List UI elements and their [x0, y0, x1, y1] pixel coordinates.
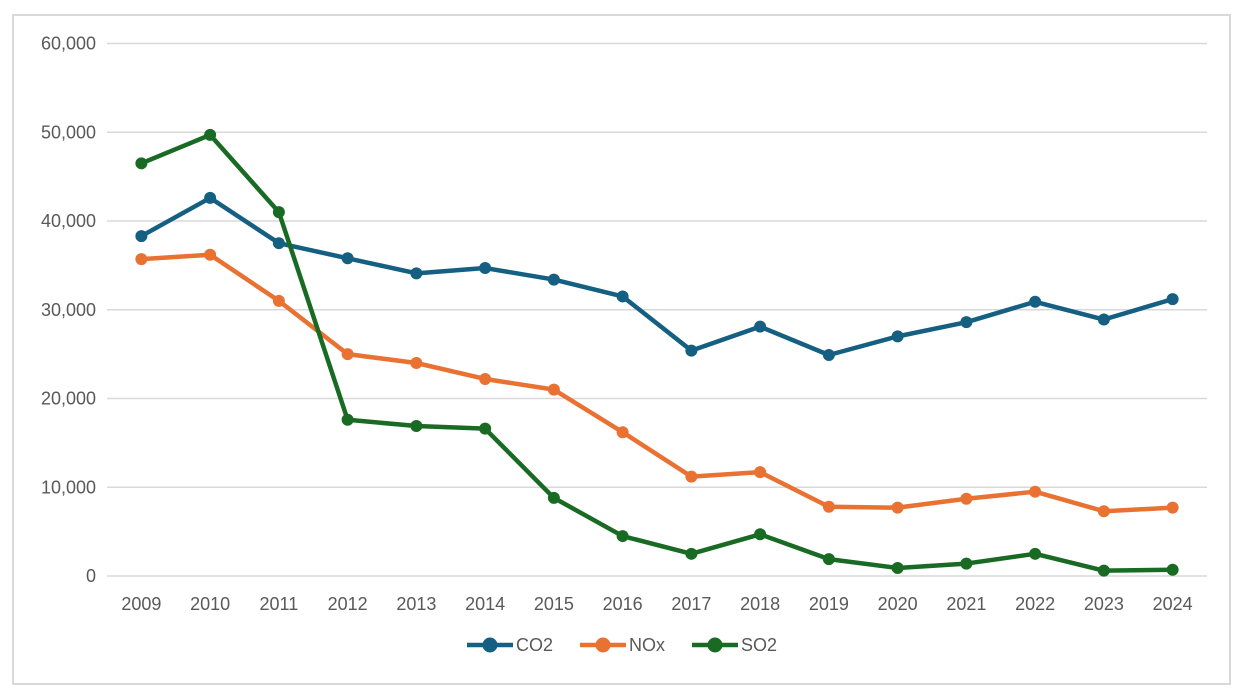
- y-axis-tick-label: 50,000: [41, 122, 96, 142]
- data-point-co2-2020: [891, 330, 904, 343]
- data-point-so2-2015: [547, 491, 560, 504]
- chart-frame: [12, 14, 1231, 685]
- data-point-so2-2024: [1166, 563, 1179, 576]
- data-point-co2-2017: [685, 344, 698, 357]
- legend-label: SO2: [740, 635, 778, 655]
- x-axis-tick-label: 2024: [1153, 594, 1193, 614]
- series-line-so2: [139, 132, 1175, 573]
- data-point-so2-2011: [272, 206, 285, 219]
- data-point-co2-2019: [822, 349, 835, 362]
- series-so2: [135, 128, 1179, 577]
- y-axis-tick-label: 30,000: [41, 300, 96, 320]
- data-point-co2-2023: [1097, 313, 1110, 326]
- data-point-so2-2021: [960, 557, 973, 570]
- series-nox: [135, 248, 1179, 518]
- legend-item-so2: SO2: [691, 634, 777, 656]
- series-co2: [135, 191, 1179, 362]
- data-point-nox-2019: [822, 500, 835, 513]
- series-line-nox: [139, 252, 1175, 514]
- x-axis-tick-label: 2012: [328, 594, 368, 614]
- data-point-co2-2014: [479, 262, 492, 275]
- y-axis-tick-label: 40,000: [41, 211, 96, 231]
- data-point-co2-2024: [1166, 293, 1179, 306]
- legend-marker-co2-icon: [466, 637, 513, 653]
- chart-legend: CO2 NOx SO2: [12, 634, 1231, 656]
- x-axis-tick-label: 2023: [1084, 594, 1124, 614]
- data-point-so2-2019: [822, 553, 835, 566]
- legend-item-nox: NOx: [579, 634, 665, 656]
- data-point-co2-2011: [272, 237, 285, 250]
- x-axis-tick-label: 2013: [396, 594, 436, 614]
- data-point-so2-2020: [891, 562, 904, 575]
- data-point-nox-2022: [1029, 485, 1042, 498]
- data-point-so2-2022: [1029, 547, 1042, 560]
- y-axis-tick-label: 20,000: [41, 389, 96, 409]
- data-point-co2-2022: [1029, 295, 1042, 308]
- x-axis-tick-label: 2009: [121, 594, 161, 614]
- data-point-co2-2016: [616, 290, 629, 303]
- data-point-co2-2013: [410, 267, 423, 280]
- data-point-so2-2012: [341, 413, 354, 426]
- data-point-so2-2014: [479, 422, 492, 435]
- data-point-nox-2010: [204, 248, 217, 261]
- x-axis-tick-label: 2020: [878, 594, 918, 614]
- data-point-nox-2021: [960, 492, 973, 505]
- data-point-so2-2016: [616, 530, 629, 543]
- data-point-co2-2018: [754, 320, 767, 333]
- x-axis-tick-label: 2014: [465, 594, 505, 614]
- data-point-so2-2017: [685, 547, 698, 560]
- data-point-nox-2016: [616, 426, 629, 439]
- legend-marker-so2-icon: [691, 637, 738, 653]
- series-line-co2: [139, 195, 1175, 358]
- data-point-nox-2013: [410, 357, 423, 369]
- data-point-nox-2011: [272, 294, 285, 307]
- data-point-so2-2018: [754, 528, 767, 541]
- y-axis-tick-label: 0: [86, 566, 96, 586]
- data-point-nox-2015: [547, 383, 560, 396]
- x-axis-tick-label: 2011: [260, 594, 299, 614]
- x-axis-tick-label: 2022: [1015, 594, 1055, 614]
- data-point-co2-2009: [135, 230, 148, 243]
- legend-item-co2: CO2: [466, 634, 553, 656]
- legend-label: CO2: [515, 635, 553, 655]
- x-axis-tick-label: 2015: [534, 594, 574, 614]
- data-point-so2-2013: [410, 420, 423, 433]
- y-axis-tick-label: 10,000: [41, 477, 96, 497]
- data-point-nox-2023: [1097, 505, 1110, 518]
- x-axis-tick-label: 2021: [946, 594, 986, 614]
- x-axis-tick-label: 2017: [671, 594, 711, 614]
- legend-label: NOx: [628, 635, 665, 655]
- data-point-nox-2014: [479, 372, 492, 385]
- data-point-nox-2009: [135, 253, 148, 266]
- data-point-co2-2012: [341, 252, 354, 265]
- data-point-co2-2015: [547, 273, 560, 286]
- legend-marker-nox-icon: [579, 637, 626, 653]
- data-point-so2-2010: [204, 128, 217, 141]
- data-point-co2-2010: [204, 191, 217, 204]
- x-axis-tick-label: 2010: [190, 594, 230, 614]
- data-point-nox-2012: [341, 348, 354, 361]
- x-axis-tick-label: 2019: [809, 594, 849, 614]
- data-point-nox-2017: [685, 470, 698, 483]
- data-point-co2-2021: [960, 316, 973, 329]
- y-axis-tick-label: 60,000: [41, 34, 96, 54]
- data-point-nox-2018: [754, 466, 767, 479]
- data-point-so2-2009: [135, 157, 148, 170]
- data-point-nox-2024: [1166, 501, 1179, 514]
- data-point-nox-2020: [891, 501, 904, 514]
- data-point-so2-2023: [1097, 564, 1110, 577]
- x-axis-tick-label: 2018: [740, 594, 780, 614]
- x-axis-tick-label: 2016: [603, 594, 643, 614]
